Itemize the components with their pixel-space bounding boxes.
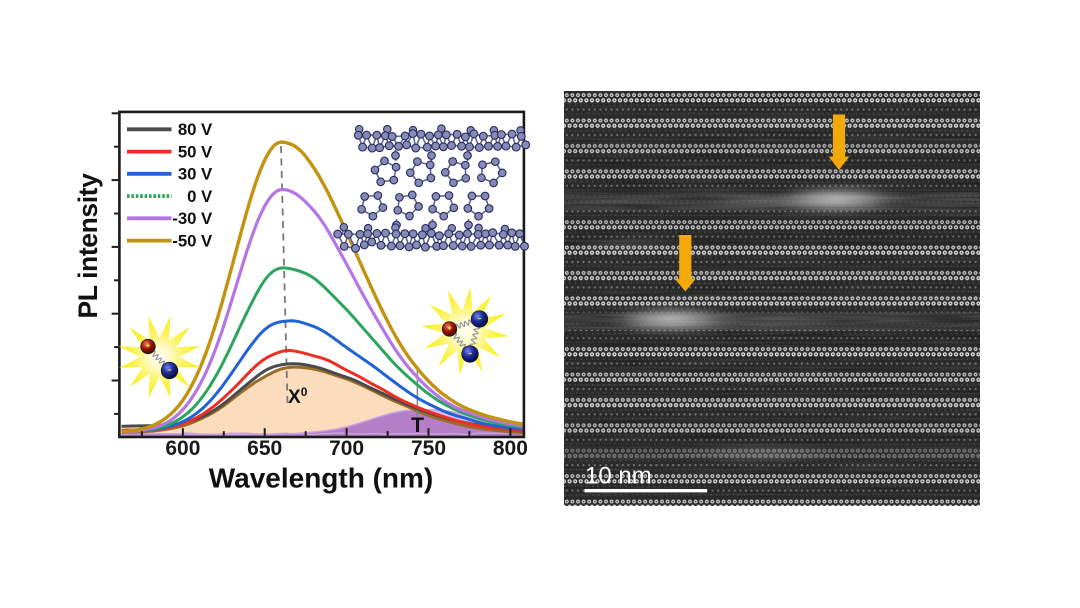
svg-text:800: 800 bbox=[493, 437, 528, 460]
svg-text:650: 650 bbox=[247, 437, 282, 460]
svg-text:V: V bbox=[201, 120, 213, 139]
svg-text:Wavelength (nm): Wavelength (nm) bbox=[209, 463, 434, 494]
svg-text:750: 750 bbox=[411, 437, 446, 460]
svg-text:50: 50 bbox=[178, 143, 197, 162]
svg-text:30: 30 bbox=[178, 165, 197, 184]
svg-text:10 nm: 10 nm bbox=[585, 463, 652, 490]
svg-text:V: V bbox=[201, 143, 213, 162]
svg-text:PL intensity: PL intensity bbox=[73, 173, 103, 319]
svg-text:700: 700 bbox=[329, 437, 364, 460]
svg-text:T: T bbox=[411, 414, 424, 437]
svg-text:-50: -50 bbox=[172, 232, 196, 251]
svg-text:V: V bbox=[201, 165, 213, 184]
svg-text:0: 0 bbox=[187, 187, 196, 206]
svg-text:V: V bbox=[201, 232, 213, 251]
svg-text:600: 600 bbox=[165, 437, 200, 460]
svg-text:80: 80 bbox=[178, 120, 197, 139]
svg-text:V: V bbox=[201, 187, 213, 206]
svg-text:-30: -30 bbox=[172, 209, 196, 228]
svg-text:V: V bbox=[201, 209, 213, 228]
